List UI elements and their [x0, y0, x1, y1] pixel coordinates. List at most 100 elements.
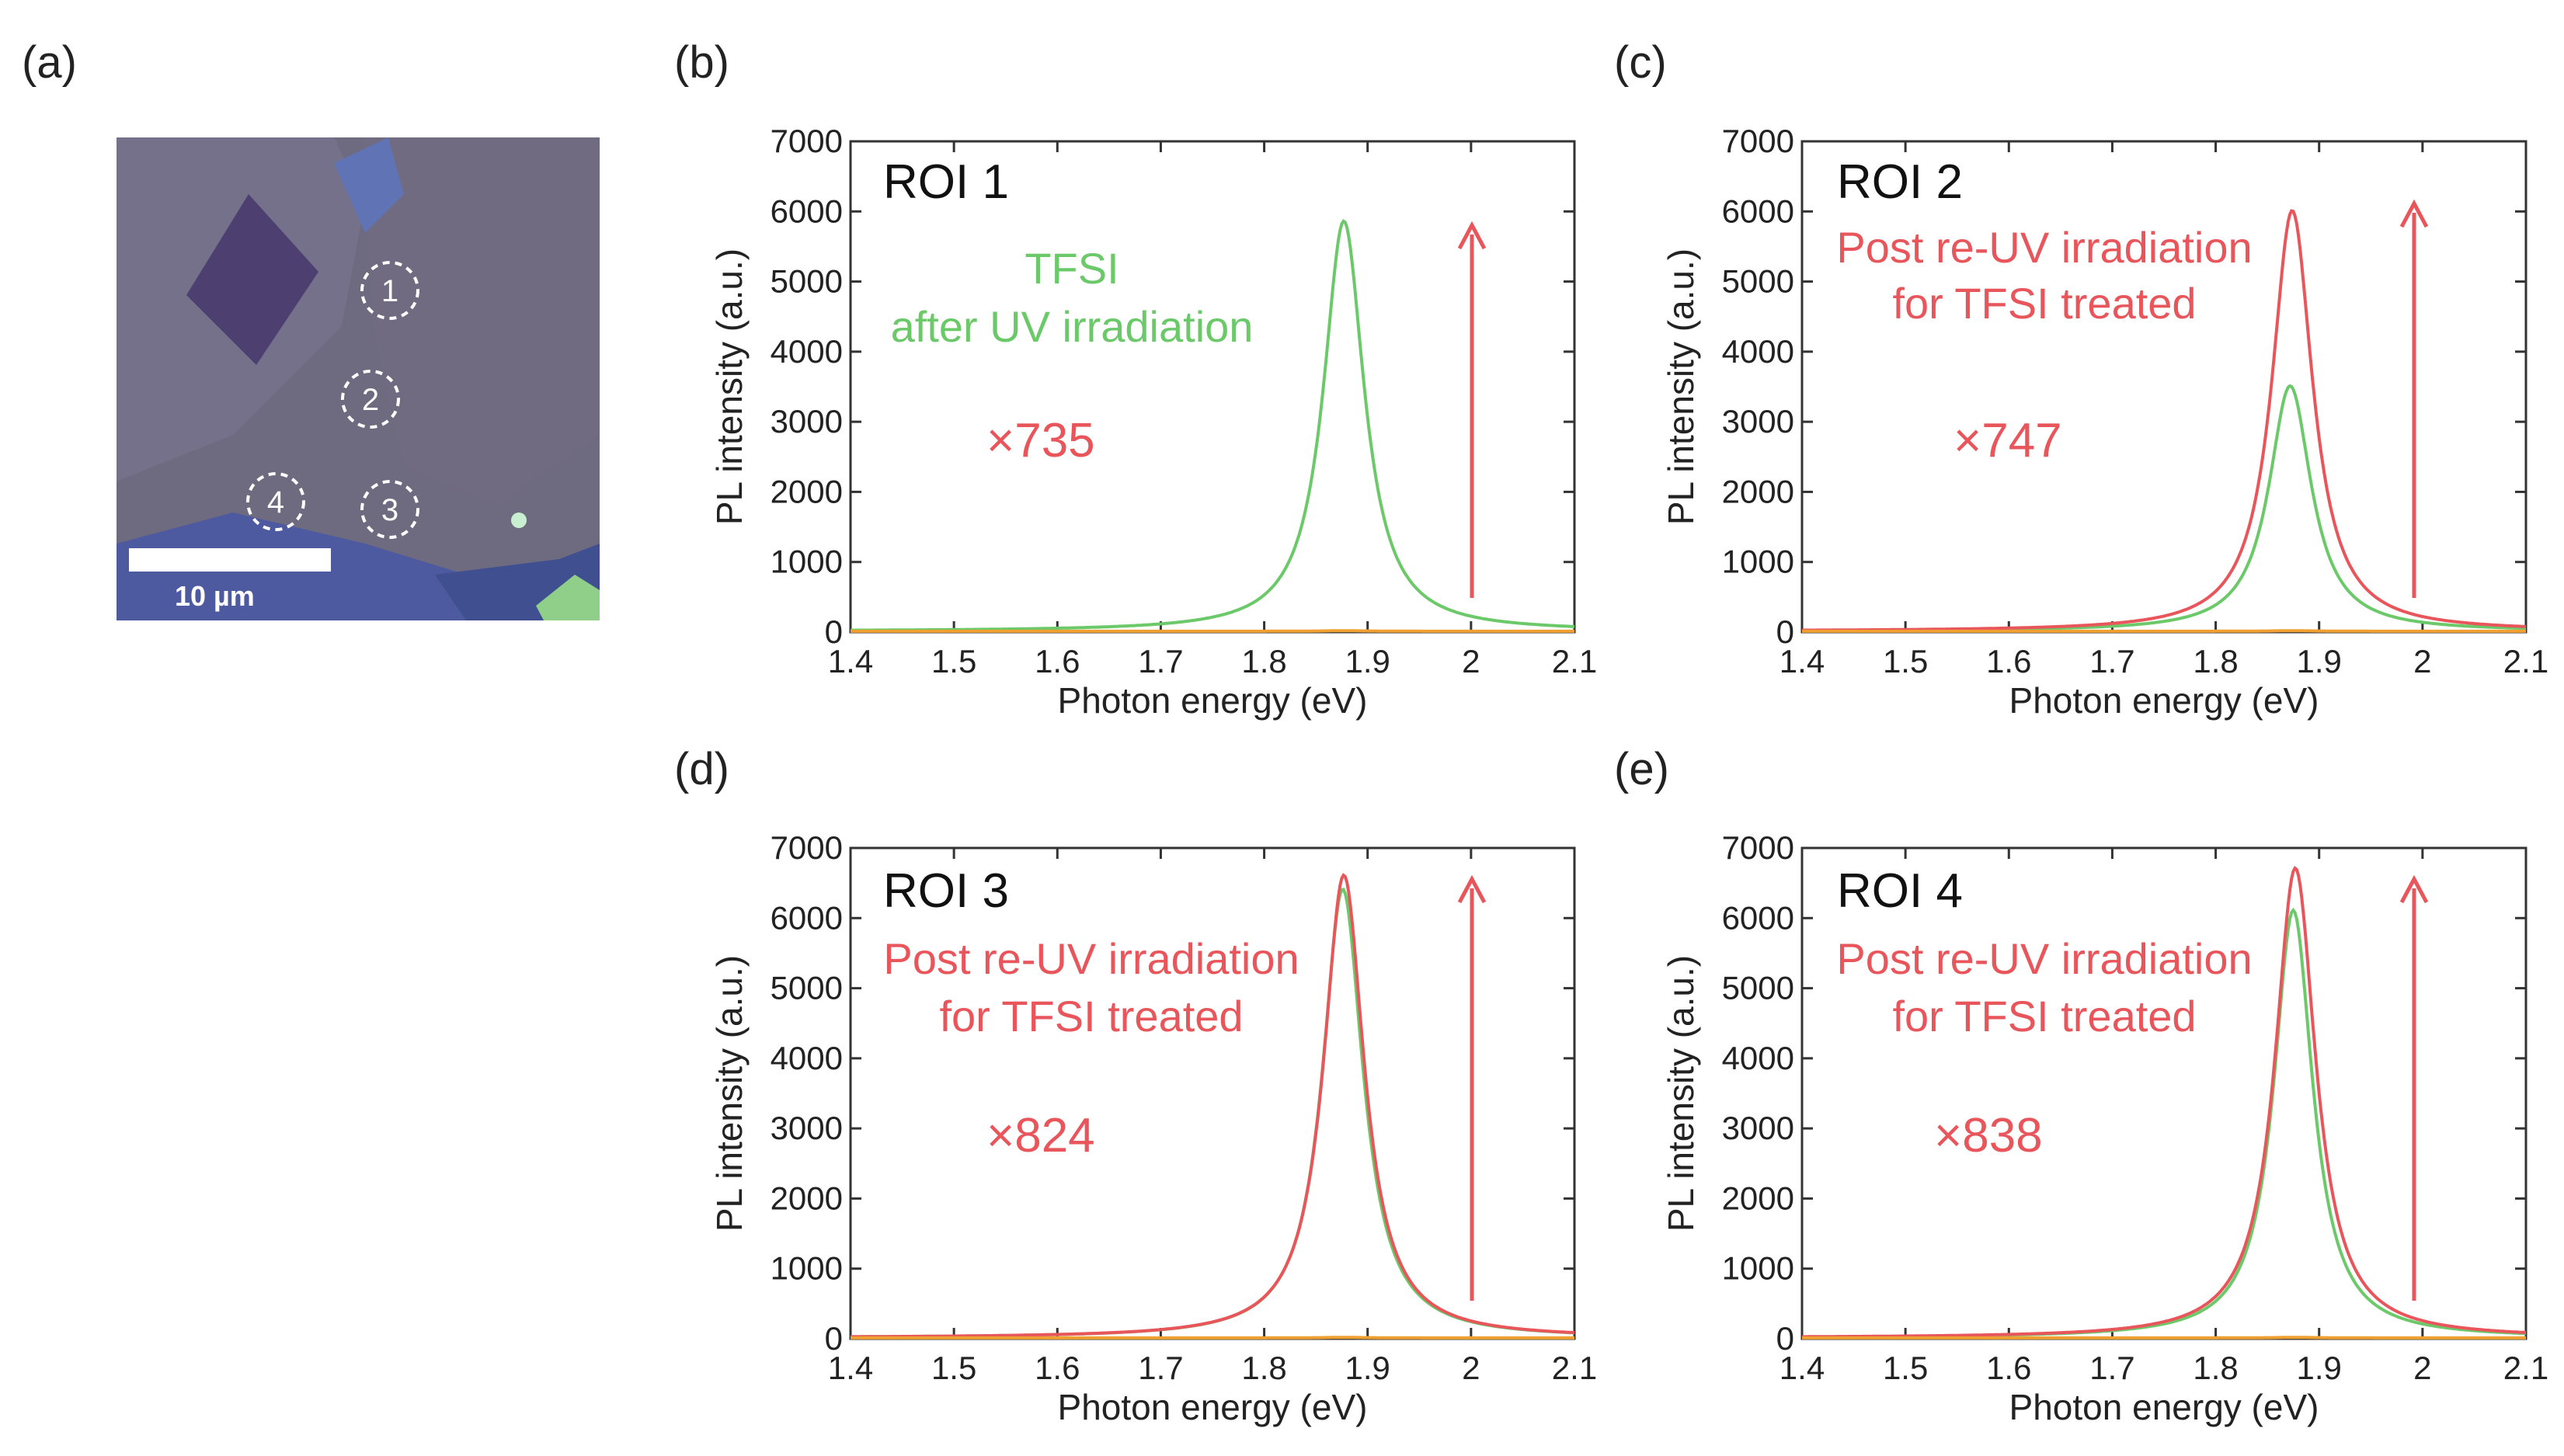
x-axis-label: Photon energy (eV): [2009, 680, 2319, 721]
y-tick-label: 5000: [771, 970, 843, 1006]
x-tick-label: 1.4: [828, 643, 873, 679]
annotation-text: for TFSI treated: [1892, 279, 2196, 328]
y-tick-label: 0: [1776, 613, 1794, 650]
annotation-text: TFSI: [1025, 244, 1118, 293]
roi-marker-3-label: 3: [381, 493, 398, 527]
flake-green-edge: [536, 575, 600, 620]
x-tick-label: 2: [2413, 643, 2431, 679]
y-tick-label: 3000: [771, 403, 843, 440]
y-tick-label: 4000: [771, 333, 843, 370]
x-tick-label: 1.4: [1779, 1350, 1825, 1386]
x-tick-label: 1.5: [931, 1350, 976, 1386]
panel-label: (d): [674, 744, 729, 794]
scale-factor: ×735: [986, 414, 1095, 467]
x-tick-label: 2.1: [1552, 643, 1597, 679]
y-axis-label: PL intensity (a.u.): [1661, 955, 1701, 1232]
x-tick-label: 1.5: [1883, 1350, 1928, 1386]
y-tick-label: 4000: [1722, 1040, 1794, 1076]
flake-dark-diamond: [186, 194, 318, 365]
panel-label: (c): [1614, 37, 1667, 88]
series-line-reuv: [1802, 209, 2527, 632]
x-tick-label: 1.5: [1883, 643, 1928, 679]
flake-region-right: [365, 137, 600, 505]
panel-label: (b): [674, 37, 729, 88]
roi-marker-3: 3: [360, 480, 419, 539]
chart-b: (b) 0 1000 2000 3000 4000 5000 6000 7000 1.4 1.5 1.…: [674, 37, 1597, 721]
y-tick-label: 1000: [771, 1250, 843, 1287]
roi-marker-1: 1: [360, 261, 419, 320]
x-tick-label: 1.6: [1986, 1350, 2031, 1386]
roi-marker-2-label: 2: [362, 383, 379, 417]
charts: (b) 0 1000 2000 3000 4000 5000 6000 7000 1.4 1.5 1.…: [674, 37, 2548, 1427]
y-axis-label: PL intensity (a.u.): [709, 248, 750, 525]
x-tick-label: 1.9: [1345, 1350, 1390, 1386]
plot-frame: [1800, 140, 2527, 634]
x-tick-label: 1.7: [1138, 643, 1183, 679]
y-axis-label: PL intensity (a.u.): [709, 955, 750, 1232]
plot-frame: [849, 846, 1576, 1340]
y-tick-label: 5000: [1722, 970, 1794, 1006]
x-tick-label: 1.9: [1345, 643, 1390, 679]
annotation-text: Post re-UV irradiation: [883, 934, 1299, 983]
scale-factor: ×747: [1953, 414, 2062, 467]
y-tick-label: 6000: [771, 899, 843, 936]
series-line-reuv: [1802, 866, 2527, 1339]
y-tick-label: 1000: [1722, 544, 1794, 580]
y-tick-label: 4000: [1722, 333, 1794, 370]
y-tick-label: 2000: [771, 473, 843, 509]
increase-arrow-head: [1457, 874, 1487, 904]
y-tick-label: 6000: [1722, 899, 1794, 936]
roi-marker-4: 4: [246, 472, 305, 531]
x-axis-label: Photon energy (eV): [1058, 680, 1368, 721]
y-tick-label: 0: [825, 613, 843, 650]
y-tick-label: 1000: [1722, 1250, 1794, 1287]
x-tick-label: 1.7: [1138, 1350, 1183, 1386]
x-tick-label: 1.4: [1779, 643, 1825, 679]
y-tick-label: 5000: [771, 263, 843, 300]
x-tick-label: 1.8: [1241, 643, 1286, 679]
x-axis-label: Photon energy (eV): [1058, 1387, 1368, 1427]
y-tick-label: 2000: [771, 1180, 843, 1216]
x-tick-label: 1.9: [2297, 643, 2342, 679]
y-tick-label: 1000: [771, 544, 843, 580]
x-tick-label: 1.6: [1986, 643, 2031, 679]
annotation-text: Post re-UV irradiation: [1836, 223, 2252, 272]
x-tick-label: 1.8: [1241, 1350, 1286, 1386]
x-tick-label: 1.5: [931, 643, 976, 679]
bright-spot: [511, 513, 527, 528]
x-tick-label: 1.4: [828, 1350, 873, 1386]
series-line-tfsi: [851, 218, 1575, 632]
panel-label: (e): [1614, 744, 1669, 794]
y-tick-label: 0: [825, 1320, 843, 1357]
x-tick-label: 1.8: [2193, 643, 2238, 679]
chart-title: ROI 2: [1837, 155, 1963, 209]
chart-title: ROI 4: [1837, 864, 1963, 918]
x-tick-label: 2: [2413, 1350, 2431, 1386]
series-line-reuv: [851, 873, 1575, 1339]
annotation-text: after UV irradiation: [891, 302, 1254, 351]
panel-a-label: (a): [22, 37, 77, 88]
scale-factor: ×824: [986, 1109, 1095, 1162]
x-tick-label: 2.1: [2503, 1350, 2548, 1386]
x-tick-label: 1.7: [2089, 643, 2134, 679]
annotation-text: for TFSI treated: [939, 992, 1243, 1041]
y-tick-label: 7000: [771, 829, 843, 866]
y-axis-label: PL intensity (a.u.): [1661, 248, 1701, 525]
x-axis-label: Photon energy (eV): [2009, 1387, 2319, 1427]
x-tick-label: 1.8: [2193, 1350, 2238, 1386]
annotation-text: for TFSI treated: [1892, 992, 2196, 1041]
y-tick-label: 2000: [1722, 1180, 1794, 1216]
y-tick-label: 7000: [1722, 829, 1794, 866]
x-tick-label: 2.1: [1552, 1350, 1597, 1386]
scalebar: [129, 548, 331, 572]
chart-e: (e) 0 1000 2000 3000 4000 5000 6000 7000 1.4 1.5 1.…: [1614, 744, 2548, 1427]
roi-marker-1-label: 1: [381, 274, 398, 308]
flake-blue-top: [334, 137, 404, 233]
scalebar-label: 10 µm: [175, 580, 255, 612]
series-line-tfsi: [1802, 384, 2527, 632]
x-tick-label: 1.9: [2297, 1350, 2342, 1386]
y-tick-label: 5000: [1722, 263, 1794, 300]
annotation-text: Post re-UV irradiation: [1836, 934, 2252, 983]
y-tick-label: 3000: [1722, 1110, 1794, 1146]
